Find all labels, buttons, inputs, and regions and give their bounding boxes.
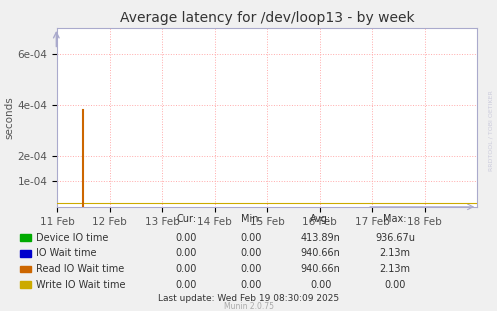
Text: Last update: Wed Feb 19 08:30:09 2025: Last update: Wed Feb 19 08:30:09 2025 (158, 294, 339, 303)
Text: 413.89n: 413.89n (301, 233, 340, 243)
Text: RRDTOOL / TOBI OETIKER: RRDTOOL / TOBI OETIKER (489, 90, 494, 171)
Text: Min:: Min: (241, 214, 261, 224)
Text: Write IO Wait time: Write IO Wait time (36, 280, 125, 290)
Text: 2.13m: 2.13m (380, 248, 411, 258)
Text: Max:: Max: (383, 214, 407, 224)
Y-axis label: seconds: seconds (5, 96, 15, 139)
Text: 940.66n: 940.66n (301, 264, 340, 274)
Text: 0.00: 0.00 (384, 280, 406, 290)
Text: 0.00: 0.00 (240, 248, 262, 258)
Text: Munin 2.0.75: Munin 2.0.75 (224, 301, 273, 310)
Text: 0.00: 0.00 (240, 280, 262, 290)
Text: Cur:: Cur: (176, 214, 196, 224)
Text: IO Wait time: IO Wait time (36, 248, 96, 258)
Text: Read IO Wait time: Read IO Wait time (36, 264, 124, 274)
Text: 936.67u: 936.67u (375, 233, 415, 243)
Title: Average latency for /dev/loop13 - by week: Average latency for /dev/loop13 - by wee… (120, 12, 414, 26)
Text: 0.00: 0.00 (175, 264, 197, 274)
Text: Device IO time: Device IO time (36, 233, 108, 243)
Text: Avg:: Avg: (310, 214, 331, 224)
Text: 2.13m: 2.13m (380, 264, 411, 274)
Text: 0.00: 0.00 (310, 280, 331, 290)
Text: 0.00: 0.00 (175, 280, 197, 290)
Text: 0.00: 0.00 (175, 248, 197, 258)
Text: 940.66n: 940.66n (301, 248, 340, 258)
Text: 0.00: 0.00 (240, 233, 262, 243)
Text: 0.00: 0.00 (240, 264, 262, 274)
Text: 0.00: 0.00 (175, 233, 197, 243)
